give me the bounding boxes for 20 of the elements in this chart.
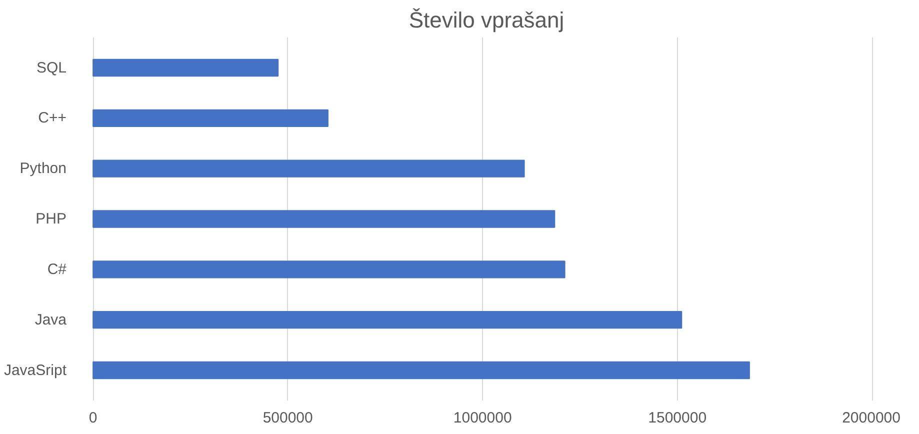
chart-title: Število vprašanj [408, 8, 564, 32]
x-tick-label: 2000000 [842, 410, 901, 426]
y-tick-label: Java [34, 311, 68, 328]
y-tick-label: JavaSript [4, 362, 68, 379]
bar [92, 160, 525, 178]
bar [92, 311, 682, 329]
y-tick-label: PHP [36, 210, 66, 228]
bar [92, 109, 328, 127]
y-tick-label: C# [47, 260, 68, 278]
bar [92, 361, 750, 380]
bar [92, 58, 279, 77]
x-tick-label: 0 [88, 410, 98, 426]
y-tick-label: C++ [38, 110, 67, 127]
bar [92, 210, 556, 228]
y-tick-label: Python [20, 160, 67, 178]
x-tick-label: 500000 [262, 410, 313, 426]
y-tick-label: SQL [36, 59, 66, 76]
bar [92, 260, 566, 278]
x-tick-label: 1000000 [453, 410, 512, 426]
x-tick-label: 1500000 [648, 410, 707, 426]
